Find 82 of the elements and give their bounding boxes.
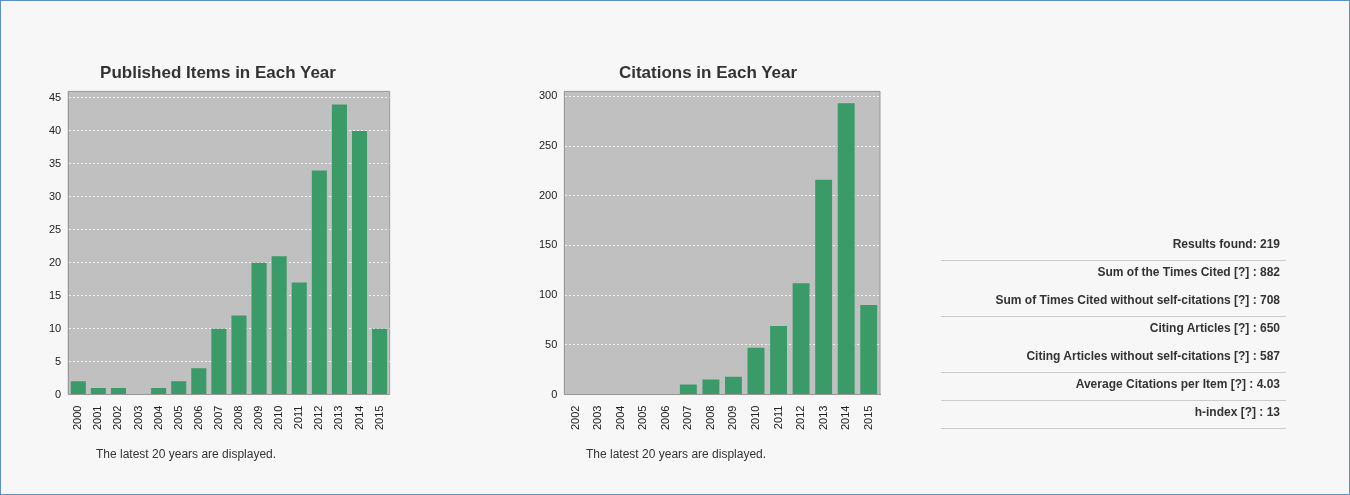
chart-title: Published Items in Each Year (100, 62, 337, 82)
bar (271, 256, 287, 395)
bar (351, 130, 368, 395)
y-tick-label: 10 (48, 321, 62, 334)
y-tick-label: 0 (55, 387, 62, 400)
text: Citing Articles without self-citations [?] : 587 (941, 345, 1286, 373)
x-tick-label: 2002 (111, 405, 124, 431)
bar (837, 103, 855, 395)
y-tick-label: 200 (538, 188, 558, 201)
x-tick-label: 2005 (636, 405, 649, 431)
bar (251, 262, 267, 395)
y-tick-label: 100 (538, 288, 558, 301)
bar (331, 104, 347, 395)
bar (191, 368, 207, 395)
y-tick-label: 45 (48, 91, 62, 104)
bar (70, 381, 86, 395)
bar (860, 305, 878, 395)
text: h-index [?] : 13 (941, 401, 1286, 429)
y-tick-label: 40 (48, 123, 62, 136)
x-tick-label: 2000 (71, 405, 84, 431)
x-tick-label: 2010 (272, 405, 285, 431)
x-tick-label: 2012 (794, 405, 807, 431)
bar (770, 325, 787, 395)
x-tick-label: 2001 (91, 405, 104, 431)
text: Sum of the Times Cited [?] : 882 (1096, 264, 1281, 281)
x-tick-label: 2013 (332, 405, 345, 431)
y-tick-label: 15 (48, 288, 62, 301)
chart-title: Citations in Each Year (618, 62, 798, 82)
bar (171, 381, 187, 395)
x-tick-label: 2014 (352, 405, 365, 431)
bar (679, 384, 697, 395)
y-tick-label: 150 (538, 238, 558, 251)
bar (90, 387, 106, 395)
y-tick-label: 300 (538, 89, 558, 102)
text: Citing Articles [?] : 650 (1148, 320, 1281, 337)
bar (110, 387, 126, 395)
x-tick-label: 2003 (591, 405, 604, 431)
y-tick-label: 250 (538, 139, 558, 152)
y-tick-label: 20 (48, 255, 62, 268)
bar (372, 328, 388, 395)
text: Sum of Times Cited without self-citations [?] : 708 (941, 289, 1286, 317)
bar (725, 376, 742, 395)
x-tick-label: 2006 (658, 405, 671, 431)
x-tick-label: 2015 (372, 405, 385, 431)
x-tick-label: 2009 (252, 405, 265, 431)
x-tick-label: 2008 (232, 405, 245, 431)
bar (231, 315, 247, 395)
bar (211, 328, 227, 395)
x-tick-label: 2004 (613, 405, 626, 431)
bar (151, 387, 167, 395)
bar (702, 379, 720, 395)
x-tick-label: 2002 (568, 405, 581, 431)
y-tick-label: 30 (48, 189, 62, 202)
y-tick-label: 35 (48, 156, 62, 169)
x-tick-label: 2015 (861, 405, 874, 431)
y-tick-label: 25 (48, 222, 62, 235)
bar (792, 283, 810, 395)
text: Results found: 219 (941, 233, 1286, 261)
x-tick-label: 2006 (191, 405, 204, 431)
bar (311, 170, 327, 395)
x-tick-label: 2007 (211, 405, 224, 431)
bar (747, 347, 765, 395)
bar (815, 179, 833, 395)
x-tick-label: 2005 (171, 405, 184, 431)
y-tick-label: 5 (55, 354, 62, 367)
text: The latest 20 years are displayed. (585, 447, 768, 461)
x-tick-label: 2008 (703, 405, 716, 431)
x-tick-label: 2013 (816, 405, 829, 431)
x-tick-label: 2011 (292, 405, 305, 430)
bar (291, 282, 307, 395)
text: The latest 20 years are displayed. (95, 447, 278, 461)
text: Average Citations per Item [?] : 4.03 (941, 373, 1286, 401)
y-tick-label: 0 (551, 387, 558, 400)
x-tick-label: 2004 (151, 405, 164, 431)
x-tick-label: 2009 (726, 405, 739, 431)
x-tick-label: 2007 (681, 405, 694, 431)
x-tick-label: 2010 (749, 405, 762, 431)
x-tick-label: 2003 (131, 405, 144, 431)
x-tick-label: 2011 (771, 405, 784, 430)
y-tick-label: 50 (545, 337, 558, 350)
x-tick-label: 2012 (312, 405, 325, 431)
x-tick-label: 2014 (839, 405, 852, 431)
